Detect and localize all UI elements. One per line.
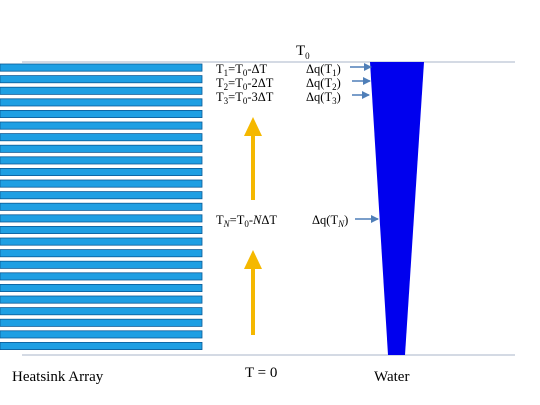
t-zero-label: T = 0 [245,365,277,381]
heatsink-fin [0,63,203,72]
heatsink-fin [0,295,203,304]
heatsink-fin [0,237,203,246]
heatsink-array [0,63,203,350]
heat-flux-label-row-2: Δq(T2) [306,76,341,92]
heatsink-fin [0,167,203,176]
t0-label: T0 [296,43,310,61]
heatsink-fin [0,341,203,350]
water-label: Water [374,369,409,385]
temperature-equation-row-3: T3=T0-3ΔT [216,90,274,106]
heatsink-fin [0,156,203,165]
heatsink-fin [0,133,203,142]
heat-flux-label-row-3: Δq(T3) [306,90,341,106]
temperature-equation-row-2: T2=T0-2ΔT [216,76,274,92]
water-wedge [370,62,424,355]
heatsink-fin [0,318,203,327]
heatsink-fin [0,179,203,188]
heatsink-fin [0,272,203,281]
heat-flow-arrow-upper [244,117,262,200]
heat-flux-label-row-n: Δq(TN) [312,213,348,229]
heatsink-fin [0,202,203,211]
heatsink-fin [0,214,203,223]
heatsink-fin [0,86,203,95]
temperature-equation-row-1: T1=T0-ΔT [216,62,268,78]
heatsink-fin [0,75,203,84]
heatsink-fin [0,260,203,269]
heat-flux-label-row-1: Δq(T1) [306,62,341,78]
heatsink-fin [0,283,203,292]
heat-flow-arrow-lower [244,250,262,335]
heatsink-fin [0,307,203,316]
heatsink-fin [0,249,203,258]
temperature-rows: T1=T0-ΔT Δq(T1) T2=T0-2ΔT Δq(T2) T3=T0-3ΔT Δq… [216,62,348,229]
heatsink-fin [0,225,203,234]
heatsink-fin [0,110,203,118]
heatsink-fin [0,330,203,339]
heatsink-array-label: Heatsink Array [12,369,104,385]
temperature-equation-row-n: TN=T0-NΔT [216,213,277,229]
heatsink-fin [0,191,203,200]
heatsink-fin [0,98,203,107]
heatsink-fin [0,144,203,153]
heatsink-fin [0,121,203,130]
